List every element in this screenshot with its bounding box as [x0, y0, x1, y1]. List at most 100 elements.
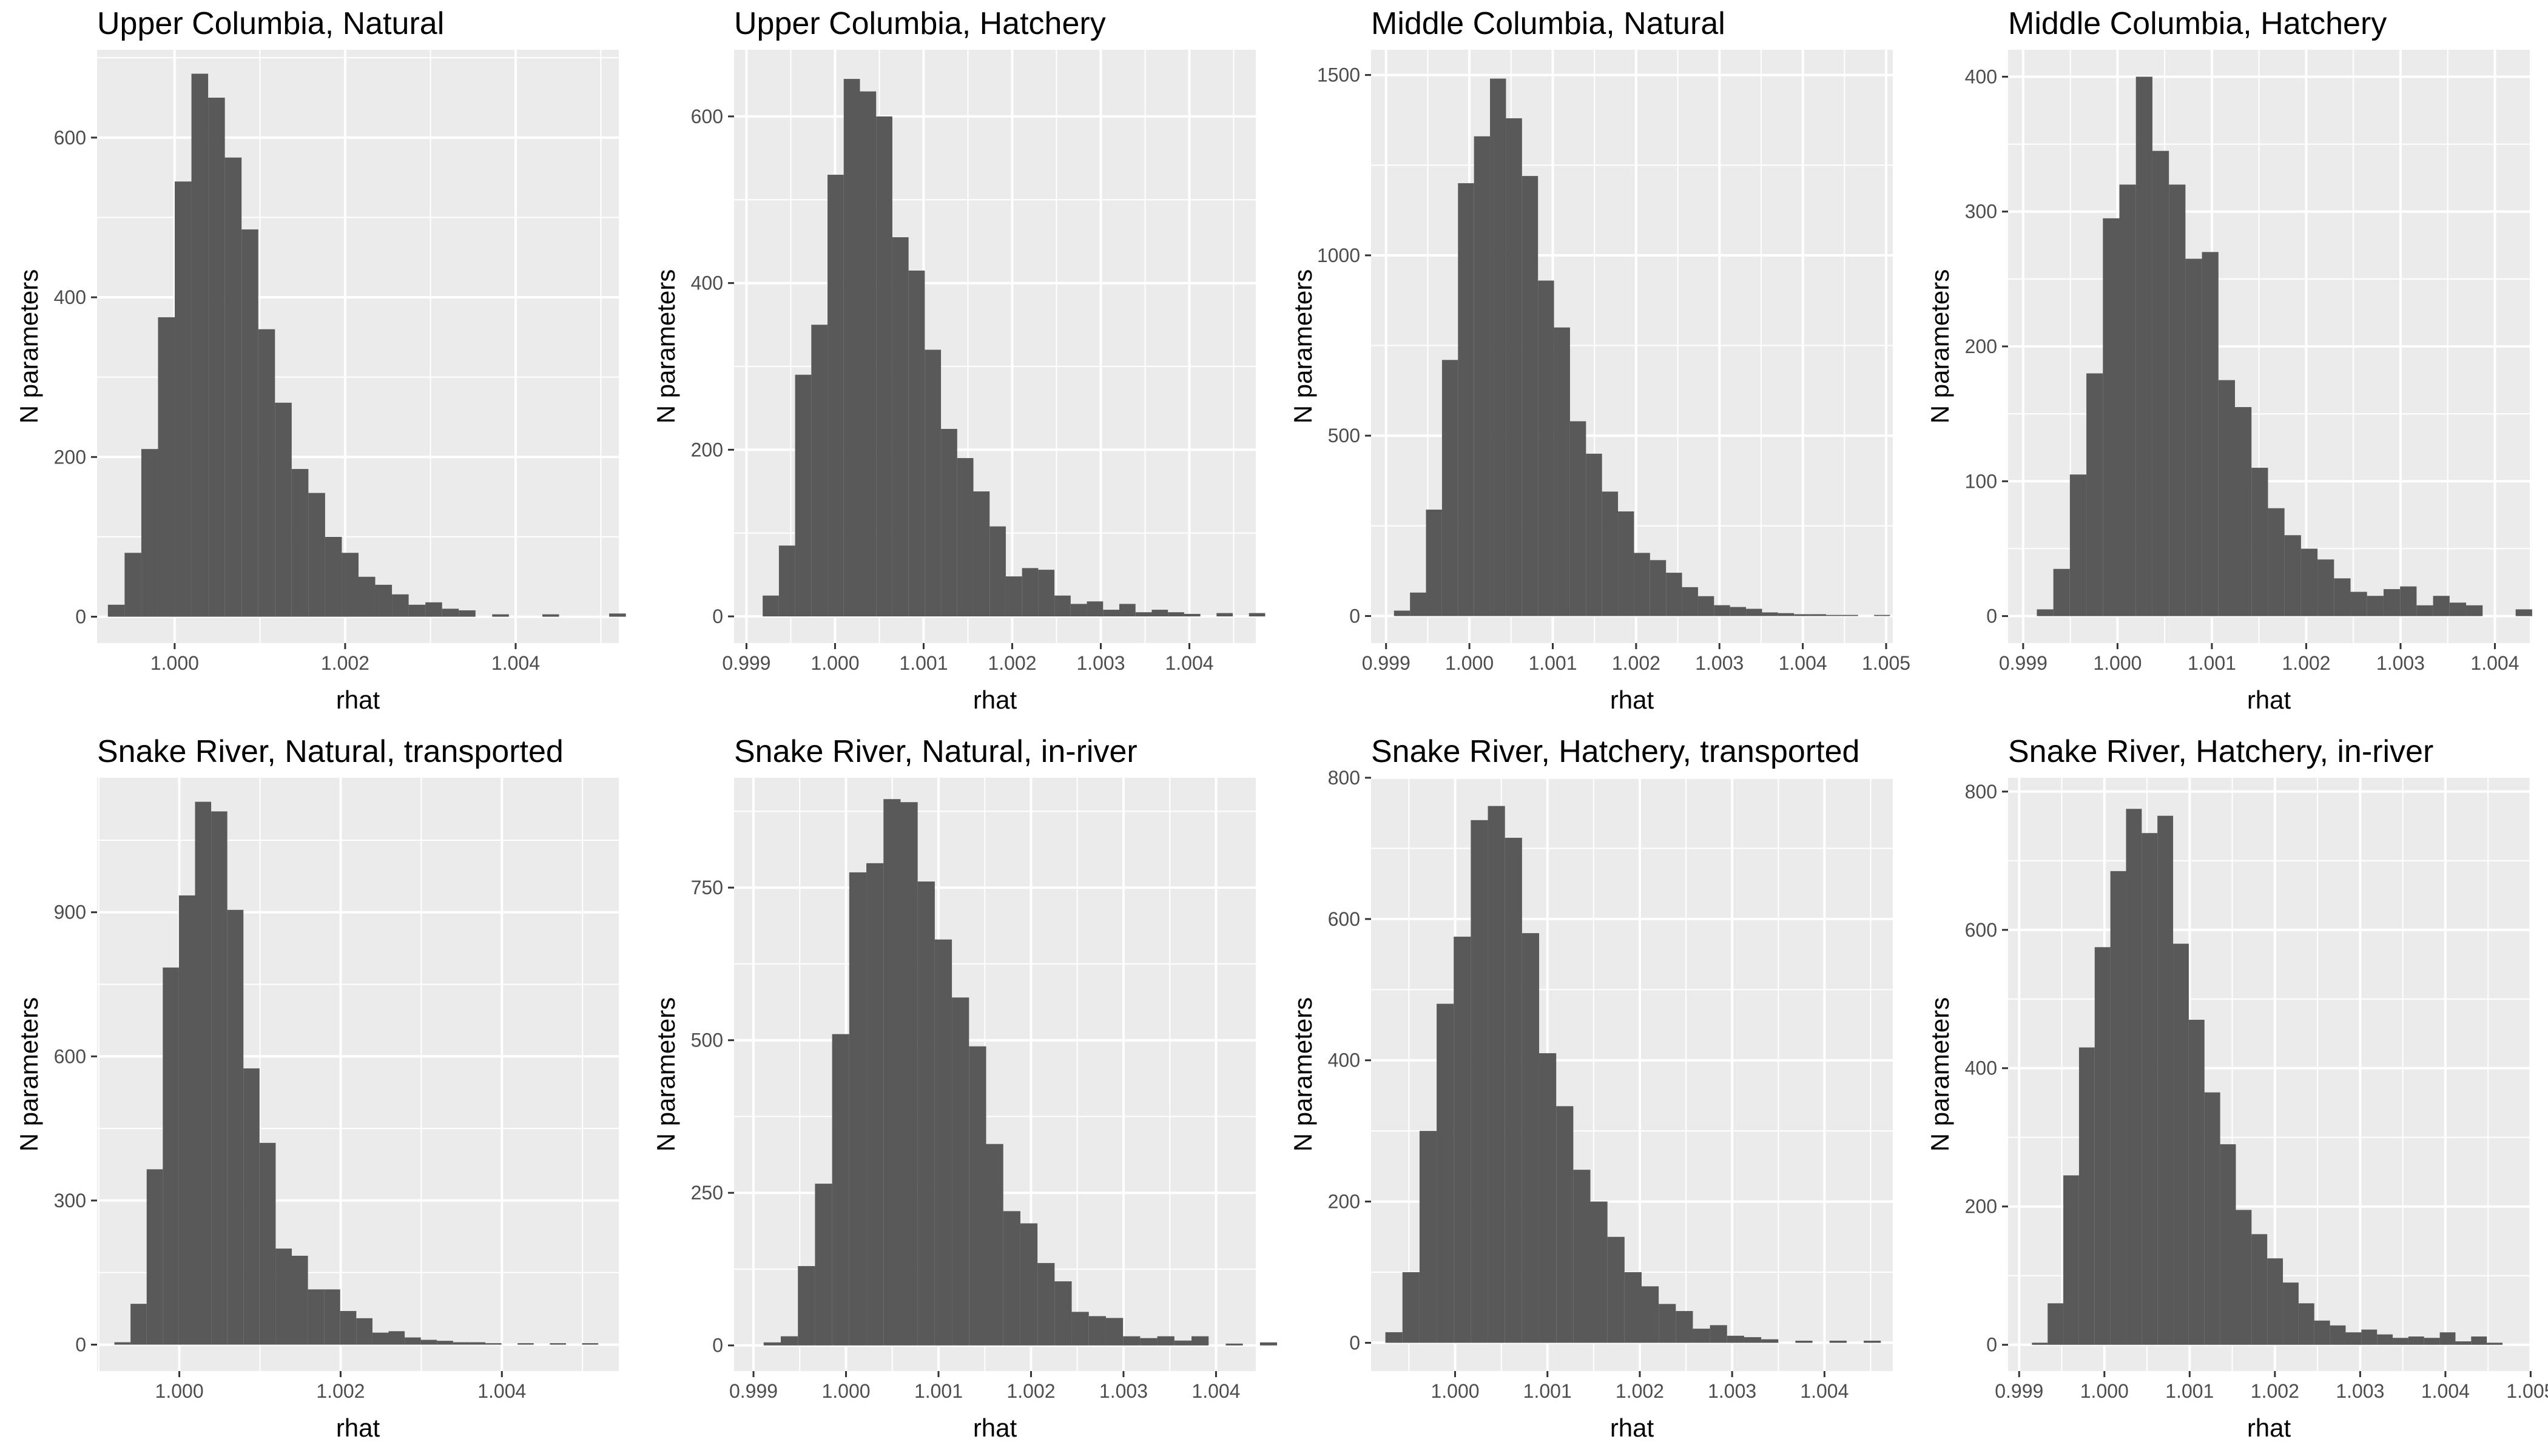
histogram-bar: [550, 1343, 566, 1345]
x-tick-label: 1.000: [811, 652, 859, 674]
x-tick-label: 1.001: [2165, 1380, 2214, 1402]
histogram-bar: [1174, 1340, 1192, 1346]
chart-panel-7: 1.000 1.001 1.002 1.003 1.004 0 200 400 600 800 Sn…: [1289, 734, 1893, 1442]
histogram-bar: [405, 1337, 421, 1345]
histogram-bar: [1590, 1201, 1608, 1343]
histogram-bar: [2251, 468, 2268, 616]
x-tick-label: 1.000: [150, 652, 199, 674]
histogram-bar: [1054, 1281, 1072, 1346]
histogram-bar: [1659, 1304, 1676, 1343]
y-axis-label: N parameters: [15, 997, 43, 1151]
histogram-bar: [2094, 947, 2111, 1345]
histogram-bar: [114, 1342, 131, 1345]
histogram-bar: [582, 1343, 599, 1345]
histogram-bar: [2361, 1329, 2378, 1345]
histogram-bar: [2393, 1338, 2408, 1345]
histogram-bar: [1522, 933, 1540, 1343]
histogram-bar: [442, 608, 459, 617]
histogram-bar: [2157, 815, 2174, 1345]
histogram-bar: [1123, 1336, 1141, 1346]
histogram-bar: [2185, 258, 2202, 616]
histogram-bar: [1003, 1211, 1020, 1346]
y-tick-label: 0: [1986, 1334, 1997, 1356]
histogram-bar: [2471, 1336, 2487, 1345]
histogram-bar: [308, 1289, 325, 1345]
histogram-bar: [1538, 280, 1554, 616]
y-tick-label: 900: [54, 902, 86, 923]
histogram-bar: [372, 1332, 389, 1345]
histogram-bar: [2439, 1332, 2456, 1345]
histogram-bar: [1458, 183, 1474, 616]
x-tick-label: 1.000: [1431, 1380, 1479, 1402]
histogram-bar: [208, 97, 225, 617]
histogram-bar: [1474, 136, 1491, 616]
x-tick-label: 1.000: [155, 1380, 204, 1402]
histogram-bar: [1020, 1223, 1038, 1346]
histogram-bar: [866, 863, 884, 1346]
histogram-bar: [815, 1184, 832, 1346]
histogram-bar: [1714, 605, 1730, 616]
histogram-bar: [1746, 608, 1762, 616]
histogram-bar: [2334, 578, 2351, 616]
histogram-bar: [1191, 1336, 1209, 1346]
histogram-bar: [811, 325, 828, 617]
histogram-bar: [163, 967, 179, 1345]
y-tick-label: 1500: [1317, 64, 1360, 86]
histogram-bar: [1556, 1106, 1574, 1343]
histogram-bar: [917, 881, 935, 1346]
chart-panel-4: 0.999 1.000 1.001 1.002 1.003 1.004 0 100 200 300…: [1926, 6, 2532, 714]
histogram-bar: [1490, 78, 1506, 616]
x-tick-label: 1.000: [1445, 652, 1494, 674]
y-tick-label: 500: [691, 1030, 723, 1051]
histogram-bar: [2317, 559, 2334, 616]
y-axis-label: N parameters: [1926, 269, 1954, 423]
histogram-bar: [1573, 1170, 1591, 1343]
histogram-bar: [957, 458, 974, 617]
histogram-bar: [2086, 373, 2103, 616]
histogram-bar: [1634, 553, 1650, 616]
histogram-bar: [1454, 936, 1471, 1343]
histogram-bar: [2173, 943, 2189, 1345]
histogram-bar: [342, 553, 359, 617]
y-tick-label: 1000: [1317, 244, 1360, 266]
histogram-bar: [2330, 1325, 2346, 1345]
histogram-bar: [1151, 610, 1168, 617]
x-tick-label: 1.001: [914, 1380, 963, 1402]
histogram-bar: [1539, 1053, 1557, 1343]
y-tick-label: 400: [1328, 1050, 1360, 1071]
histogram-bar: [1038, 570, 1055, 617]
histogram-bar: [356, 1318, 372, 1345]
y-tick-label: 0: [712, 605, 723, 627]
histogram-bar: [2103, 218, 2120, 616]
histogram-bar: [459, 610, 476, 617]
y-axis-label: N parameters: [652, 269, 680, 423]
y-tick-label: 800: [1328, 767, 1360, 789]
histogram-bar: [781, 1336, 798, 1346]
histogram-bar: [1505, 837, 1522, 1343]
histogram-bar: [941, 428, 957, 617]
x-tick-label: 1.004: [477, 1380, 526, 1402]
x-tick-label: 1.000: [821, 1380, 870, 1402]
histogram-bar: [375, 584, 393, 617]
histogram-bar: [1071, 1312, 1089, 1346]
histogram-bar: [2377, 1334, 2393, 1345]
histogram-bar: [2283, 1282, 2299, 1345]
histogram-bar: [1682, 587, 1698, 616]
histogram-bar: [227, 909, 244, 1345]
chart-title: Snake River, Hatchery, transported: [1371, 734, 1859, 769]
x-tick-label: 1.001: [2188, 652, 2236, 674]
chart-panel-1: 1.000 1.002 1.004 0 200 400 600 Upper Columbia,…: [15, 6, 626, 714]
histogram-bar: [1385, 1332, 1403, 1343]
histogram-bar: [1506, 118, 1522, 616]
histogram-bar: [1119, 604, 1136, 617]
y-tick-label: 400: [54, 286, 86, 308]
histogram-bar: [925, 349, 942, 617]
histogram-bar: [832, 1034, 849, 1346]
y-tick-label: 200: [54, 446, 86, 468]
histogram-bar: [860, 91, 877, 617]
y-tick-label: 200: [1328, 1191, 1360, 1213]
histogram-bar: [2069, 474, 2087, 616]
histogram-bar: [146, 1169, 163, 1345]
histogram-bar: [2400, 586, 2417, 616]
